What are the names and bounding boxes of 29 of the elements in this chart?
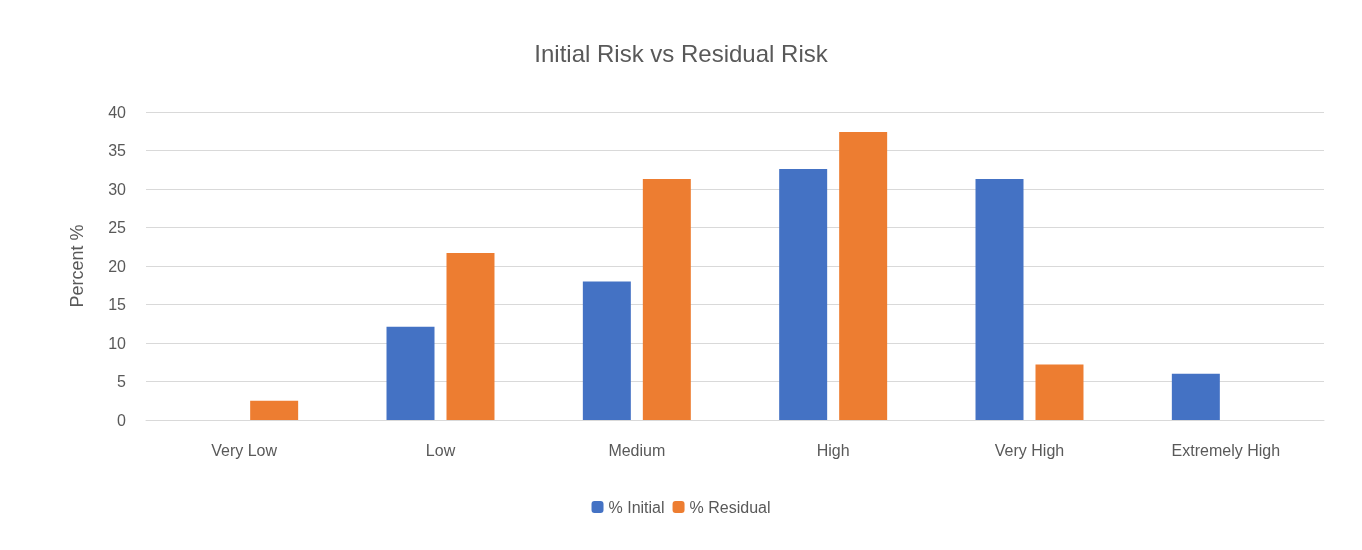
y-tick-label: 20 [108, 257, 127, 275]
bar [975, 178, 1024, 420]
bar [779, 168, 828, 420]
bar [642, 178, 691, 420]
y-tick-label: 0 [117, 411, 127, 429]
chart-title: Initial Risk vs Residual Risk [534, 39, 829, 67]
legend-label: % Initial [608, 498, 665, 516]
y-tick-label: 35 [108, 142, 127, 159]
x-tick-label: Very Low [211, 441, 278, 459]
legend-label: % Residual [689, 498, 771, 516]
bar [1171, 373, 1220, 420]
y-tick-label: 10 [108, 334, 127, 352]
x-tick-label: Medium [608, 441, 666, 459]
y-tick-label: 30 [108, 180, 127, 198]
bar [582, 281, 631, 420]
y-axis-title: Percent % [67, 224, 87, 308]
bar [446, 252, 495, 420]
y-tick-label: 25 [108, 219, 127, 236]
bar [1035, 364, 1084, 420]
bar [386, 326, 435, 420]
y-tick-label: 15 [108, 296, 127, 313]
x-tick-label: High [816, 441, 850, 459]
y-tick-label: 40 [108, 103, 127, 121]
x-tick-label: Very High [994, 441, 1065, 459]
y-tick-label: 5 [117, 373, 127, 390]
bar [250, 400, 299, 420]
bar [839, 132, 888, 420]
x-tick-label: Low [425, 441, 456, 459]
x-tick-label: Extremely High [1171, 441, 1281, 459]
